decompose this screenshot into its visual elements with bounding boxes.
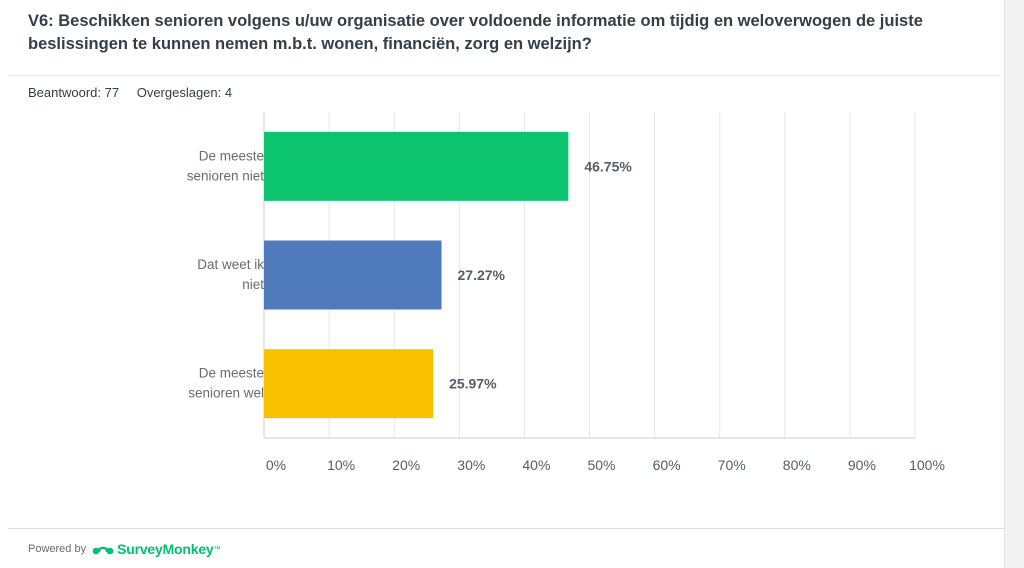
x-tick-label-70: 70%	[718, 457, 746, 473]
bar-2[interactable]	[264, 240, 442, 310]
bar-3[interactable]	[264, 349, 434, 419]
window-edge	[1004, 0, 1024, 568]
footer-divider	[8, 528, 1004, 529]
x-tick-label-30: 30%	[457, 457, 485, 473]
labels: De meeste senioren niet 46.75% Dat weet ik n…	[187, 148, 945, 473]
bar-chart: De meeste senioren niet 46.75% Dat weet ik n…	[187, 112, 945, 473]
question-title: V6: Beschikken senioren volgens u/uw org…	[28, 12, 923, 53]
surveymonkey-logo-icon	[92, 546, 114, 554]
category-label-1: De meeste senioren niet	[187, 148, 265, 183]
trademark-mark: ™	[213, 545, 221, 553]
surveymonkey-link[interactable]: SurveyMonkey ™	[92, 541, 221, 557]
category-label-2-line-2: niet	[242, 277, 264, 292]
category-label-2: Dat weet ik niet	[197, 257, 264, 292]
x-tick-label-90: 90%	[848, 457, 876, 473]
x-tick-label-10: 10%	[327, 457, 355, 473]
x-tick-label-80: 80%	[783, 457, 811, 473]
bars	[264, 131, 569, 419]
x-tick-label-40: 40%	[522, 457, 550, 473]
response-summary: Beantwoord: 77 Overgeslagen: 4	[28, 85, 232, 100]
x-tick-label-0: 0%	[266, 457, 286, 473]
powered-by-text: Powered by	[28, 543, 87, 555]
category-label-1-line-2: senioren niet	[187, 168, 265, 183]
category-label-2-line-1: Dat weet ik	[197, 257, 264, 272]
value-label-3: 25.97%	[449, 376, 497, 392]
category-label-3: De meeste senioren wel	[188, 366, 264, 401]
x-tick-label-100: 100%	[909, 457, 945, 473]
answered-count: Beantwoord: 77	[28, 85, 120, 100]
x-tick-label-20: 20%	[392, 457, 420, 473]
surveymonkey-brand: SurveyMonkey	[117, 541, 214, 557]
category-label-3-line-2: senioren wel	[188, 386, 264, 401]
x-tick-label-50: 50%	[587, 457, 615, 473]
value-label-2: 27.27%	[458, 267, 506, 283]
bar-1[interactable]	[264, 131, 569, 201]
header-divider	[8, 75, 1000, 76]
skipped-count: Overgeslagen: 4	[136, 85, 233, 100]
category-label-3-line-1: De meeste	[199, 366, 264, 381]
category-label-1-line-1: De meeste	[199, 148, 264, 163]
x-tick-label-60: 60%	[653, 457, 681, 473]
value-label-1: 46.75%	[584, 158, 632, 174]
footer: Powered by SurveyMonkey ™	[28, 540, 221, 558]
